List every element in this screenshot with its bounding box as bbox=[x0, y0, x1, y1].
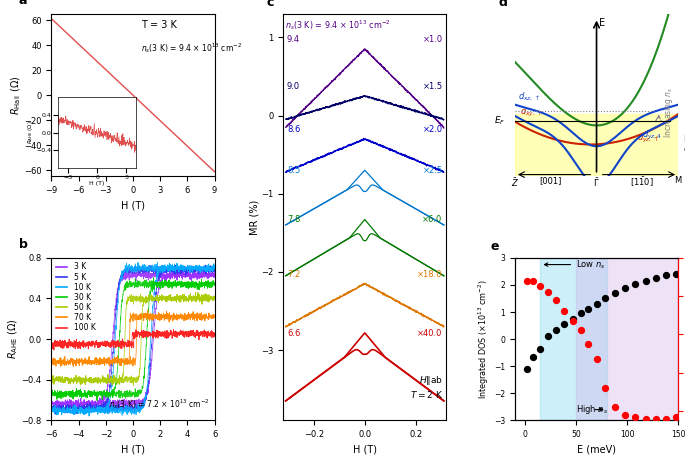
Text: ×18.0: ×18.0 bbox=[417, 270, 443, 279]
Text: d: d bbox=[499, 0, 508, 9]
Point bbox=[568, 317, 579, 325]
Point bbox=[522, 365, 533, 373]
Point bbox=[650, 415, 661, 422]
Text: T = 3 K: T = 3 K bbox=[141, 20, 177, 30]
Point bbox=[591, 355, 602, 363]
Point bbox=[660, 415, 671, 422]
Point bbox=[522, 277, 533, 285]
Text: ×1.0: ×1.0 bbox=[423, 36, 443, 44]
Point bbox=[550, 326, 561, 333]
X-axis label: H (T): H (T) bbox=[121, 201, 145, 211]
Point bbox=[558, 321, 569, 328]
Text: $d_{yz,\uparrow}$: $d_{yz,\uparrow}$ bbox=[637, 132, 659, 145]
Text: 8.6: 8.6 bbox=[287, 125, 300, 134]
Point bbox=[671, 413, 682, 420]
Text: $\bar{\Gamma}$: $\bar{\Gamma}$ bbox=[593, 176, 600, 188]
Text: [001]: [001] bbox=[540, 176, 562, 185]
Point bbox=[640, 277, 651, 285]
Point bbox=[568, 315, 579, 322]
Point bbox=[576, 327, 587, 334]
Point bbox=[591, 300, 602, 308]
Text: M: M bbox=[675, 176, 682, 185]
Text: ×1.5: ×1.5 bbox=[423, 82, 443, 91]
Text: Increasing $n_s$: Increasing $n_s$ bbox=[662, 86, 675, 138]
Point bbox=[576, 310, 587, 317]
Point bbox=[610, 289, 621, 297]
Point bbox=[528, 277, 539, 285]
Legend: 3 K, 5 K, 10 K, 30 K, 50 K, 70 K, 100 K: 3 K, 5 K, 10 K, 30 K, 50 K, 70 K, 100 K bbox=[55, 261, 96, 333]
Point bbox=[620, 284, 631, 292]
Text: a: a bbox=[18, 0, 27, 7]
Point bbox=[535, 283, 546, 290]
Text: c: c bbox=[267, 0, 274, 9]
Text: ×40.0: ×40.0 bbox=[417, 328, 443, 338]
Point bbox=[640, 415, 651, 422]
Text: ×2.0: ×2.0 bbox=[423, 125, 443, 134]
Polygon shape bbox=[515, 114, 678, 176]
Point bbox=[535, 345, 546, 353]
Text: $d_{xy,\uparrow}$: $d_{xy,\uparrow}$ bbox=[520, 105, 542, 119]
Point bbox=[660, 272, 671, 279]
Point bbox=[542, 289, 553, 296]
Text: $d_{xz,\uparrow}$: $d_{xz,\uparrow}$ bbox=[518, 91, 540, 103]
Point bbox=[620, 411, 631, 419]
Text: $E_F$: $E_F$ bbox=[494, 114, 505, 127]
Point bbox=[558, 308, 569, 315]
Text: $n_s$(3 K) = 9.4 $\times$ 10$^{13}$ cm$^{-2}$: $n_s$(3 K) = 9.4 $\times$ 10$^{13}$ cm$^… bbox=[141, 42, 242, 55]
Bar bbox=[540, 258, 607, 420]
Y-axis label: $R_\mathrm{AHE}\ (\Omega)$: $R_\mathrm{AHE}\ (\Omega)$ bbox=[6, 319, 20, 359]
Text: $n_s$(3 K) = 7.2 $\times$ 10$^{13}$ cm$^{-2}$: $n_s$(3 K) = 7.2 $\times$ 10$^{13}$ cm$^… bbox=[108, 397, 209, 411]
Text: Low $n_s$: Low $n_s$ bbox=[545, 258, 606, 271]
Point bbox=[528, 353, 539, 360]
Text: 6.6: 6.6 bbox=[287, 328, 300, 338]
Point bbox=[671, 270, 682, 277]
Point bbox=[650, 274, 661, 282]
X-axis label: H (T): H (T) bbox=[121, 445, 145, 455]
Text: $n_s$(3 K) = 9.4 $\times$ 10$^{13}$ cm$^{-2}$: $n_s$(3 K) = 9.4 $\times$ 10$^{13}$ cm$^… bbox=[285, 18, 390, 32]
Text: ×2.5: ×2.5 bbox=[423, 166, 443, 175]
Point bbox=[550, 296, 561, 304]
Text: 7.8: 7.8 bbox=[287, 215, 300, 224]
X-axis label: E (meV): E (meV) bbox=[577, 445, 616, 455]
Text: Euf
orbitals: Euf orbitals bbox=[683, 134, 685, 154]
Text: 7.2: 7.2 bbox=[287, 270, 300, 279]
Y-axis label: $R_\mathrm{Hall}\ (\Omega)$: $R_\mathrm{Hall}\ (\Omega)$ bbox=[9, 75, 23, 115]
Text: b: b bbox=[18, 238, 27, 251]
Point bbox=[583, 305, 594, 313]
Text: 9.4: 9.4 bbox=[287, 36, 300, 44]
Point bbox=[630, 280, 640, 287]
Point bbox=[583, 340, 594, 347]
Text: $H\|$ab
$T = 2$ K: $H\|$ab $T = 2$ K bbox=[410, 374, 443, 400]
Text: e: e bbox=[490, 240, 499, 253]
X-axis label: H (T): H (T) bbox=[353, 445, 377, 455]
Point bbox=[542, 333, 553, 340]
Text: $d_{yz,4}$: $d_{yz,4}$ bbox=[643, 129, 662, 142]
Text: 9.0: 9.0 bbox=[287, 82, 300, 91]
Text: ×6.0: ×6.0 bbox=[422, 215, 443, 224]
Text: E: E bbox=[599, 18, 605, 28]
Bar bbox=[576, 258, 678, 420]
Point bbox=[630, 413, 640, 420]
Text: High $n_s$: High $n_s$ bbox=[576, 403, 608, 416]
Text: $\bar{Z}$: $\bar{Z}$ bbox=[511, 176, 519, 188]
Text: 8.5: 8.5 bbox=[287, 166, 300, 175]
Y-axis label: Integrated DOS ($\times$10$^{13}$ cm$^{-2}$): Integrated DOS ($\times$10$^{13}$ cm$^{-… bbox=[477, 279, 491, 399]
Point bbox=[610, 403, 621, 411]
Point bbox=[599, 295, 610, 302]
Y-axis label: MR (%): MR (%) bbox=[249, 200, 260, 235]
Text: $[1\bar{1}0]$: $[1\bar{1}0]$ bbox=[630, 176, 654, 189]
Point bbox=[599, 384, 610, 392]
